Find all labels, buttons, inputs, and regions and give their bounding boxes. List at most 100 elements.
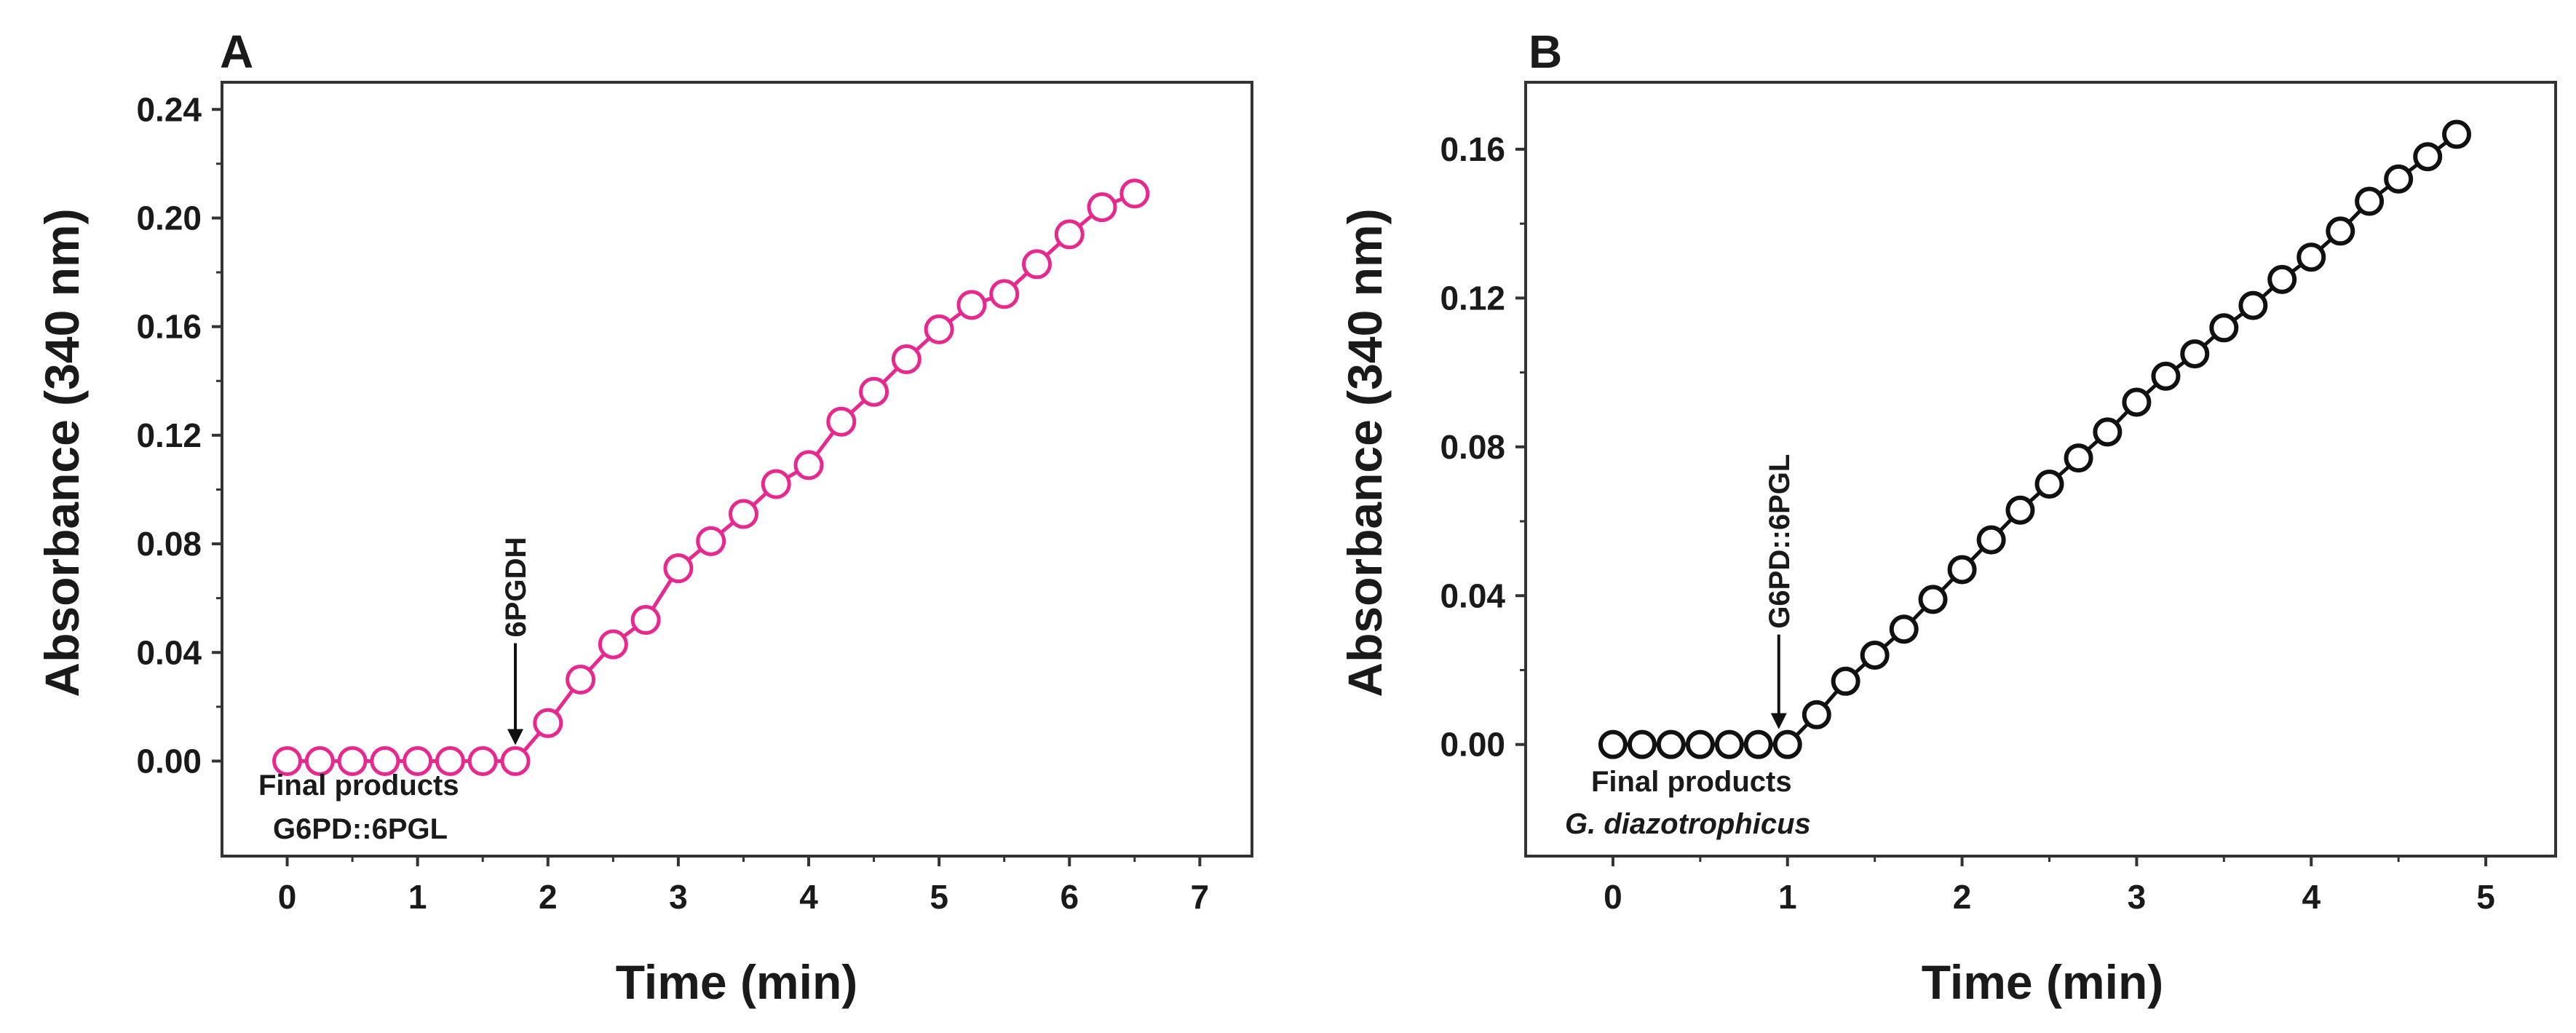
data-point xyxy=(1772,729,1802,759)
data-point xyxy=(1976,525,2006,555)
data-point xyxy=(630,605,661,636)
data-point xyxy=(337,745,368,776)
arrow-annotation-a: 6PGDH xyxy=(500,537,532,745)
data-point xyxy=(989,279,1020,309)
y-tick-label: 0.20 xyxy=(136,199,202,237)
plot-frame-a xyxy=(221,81,1253,858)
data-point xyxy=(728,499,758,529)
chart-panel-b: B 0 1 2 3 4 50.000.040.080.120.16 G6PD::6PGL … xyxy=(1338,25,2557,1009)
y-axis-title-b: Absorbance (340 nm) xyxy=(1338,208,1392,697)
data-point xyxy=(761,469,791,499)
data-point xyxy=(566,665,596,695)
arrow-label-b: G6PD::6PGL xyxy=(1764,454,1796,629)
y-tick-label: 0.04 xyxy=(1440,577,1505,614)
y-tick-label: 0.08 xyxy=(136,525,202,563)
y-tick-label: 0.16 xyxy=(1440,130,1505,168)
x-tick-label: 2 xyxy=(539,878,558,916)
data-point xyxy=(2296,242,2326,272)
x-tick-label: 1 xyxy=(408,878,427,916)
data-point xyxy=(1656,729,1686,759)
arrow-head-b xyxy=(1770,713,1787,729)
x-tick-label: 2 xyxy=(1953,878,1972,916)
data-point xyxy=(403,745,433,776)
y-tick-label: 0.12 xyxy=(1440,279,1505,317)
data-series-a xyxy=(272,178,1150,776)
data-point xyxy=(598,629,628,660)
x-axis-title-a: Time (min) xyxy=(616,955,857,1009)
y-tick-label: 0.04 xyxy=(136,633,202,671)
x-tick-label: 5 xyxy=(930,878,948,916)
data-point xyxy=(2151,361,2181,391)
x-tick-label: 3 xyxy=(669,878,688,916)
data-point xyxy=(924,314,954,344)
y-tick-label: 0.24 xyxy=(136,90,202,128)
arrow-head-a xyxy=(507,729,524,745)
ticks-b: 0 1 2 3 4 5 0.00 0.04 0.08 0.12 0.16 xyxy=(1440,130,2494,916)
data-point xyxy=(1860,641,1890,670)
data-point xyxy=(1802,700,1831,729)
data-point xyxy=(2355,186,2385,216)
series-line xyxy=(287,191,1136,763)
data-point xyxy=(2413,142,2443,172)
data-point xyxy=(1743,729,1773,759)
final-products-label-b: Final products xyxy=(1591,766,1792,798)
y-axis-title-a: Absorbance (340 nm) xyxy=(35,208,89,697)
data-point xyxy=(2064,443,2093,473)
plot-frame-b xyxy=(1524,81,2557,858)
data-point xyxy=(1627,729,1657,759)
data-point xyxy=(2238,290,2268,320)
data-point xyxy=(1889,614,1919,644)
data-point xyxy=(1685,729,1715,759)
y-tick-label: 0.00 xyxy=(1440,726,1505,764)
data-point xyxy=(304,745,335,776)
x-tick-label: 0 xyxy=(1604,878,1622,916)
data-point xyxy=(1831,666,1860,696)
data-point xyxy=(2442,119,2472,149)
data-point xyxy=(2122,387,2152,417)
chart-panel-a: A 0 1 2 3 4 5 6 7 0.00 0.04 0.08 0.12 0.16 0.20 0.24 6… xyxy=(35,25,1253,1009)
data-point xyxy=(2326,216,2355,246)
data-series-b xyxy=(1598,119,2472,759)
data-point xyxy=(859,376,889,407)
x-axis-title-b: Time (min) xyxy=(1922,955,2163,1009)
data-point xyxy=(435,745,465,776)
data-point xyxy=(793,450,824,480)
x-tick-label: 4 xyxy=(799,878,818,916)
arrow-label-a: 6PGDH xyxy=(500,537,532,638)
y-tick-label: 0.16 xyxy=(136,308,202,346)
data-point xyxy=(2180,339,2210,369)
x-tick-label: 5 xyxy=(2476,878,2495,916)
data-point xyxy=(467,745,498,776)
data-point xyxy=(272,745,303,776)
x-tick-label: 6 xyxy=(1060,878,1079,916)
arrow-annotation-b: G6PD::6PGL xyxy=(1764,454,1796,729)
x-tick-label: 0 xyxy=(278,878,297,916)
x-tick-label: 3 xyxy=(2128,878,2147,916)
data-point xyxy=(2093,417,2123,447)
data-point xyxy=(696,526,726,556)
final-products-label-a: Final products xyxy=(258,769,459,802)
data-point xyxy=(2267,264,2297,294)
data-point xyxy=(1021,249,1052,280)
data-point xyxy=(2034,469,2064,499)
data-point xyxy=(663,553,694,584)
y-tick-label: 0.12 xyxy=(136,416,202,454)
panel-label-a: A xyxy=(220,25,253,78)
data-point xyxy=(1598,729,1628,759)
data-point xyxy=(533,708,563,738)
data-point xyxy=(826,406,857,437)
x-tick-label: 4 xyxy=(2302,878,2321,916)
data-point xyxy=(2209,313,2239,343)
y-tick-label: 0.08 xyxy=(1440,428,1505,466)
data-point xyxy=(1054,219,1085,250)
data-point xyxy=(891,344,922,374)
data-point xyxy=(500,745,531,776)
x-tick-label: 7 xyxy=(1191,878,1210,916)
organism-label-b: G. diazotrophicus xyxy=(1565,808,1811,840)
data-point xyxy=(1119,178,1150,209)
data-point xyxy=(2384,164,2414,194)
panel-label-b: B xyxy=(1529,25,1562,78)
data-point xyxy=(1947,555,1977,585)
construct-label-a: G6PD::6PGL xyxy=(273,813,448,845)
